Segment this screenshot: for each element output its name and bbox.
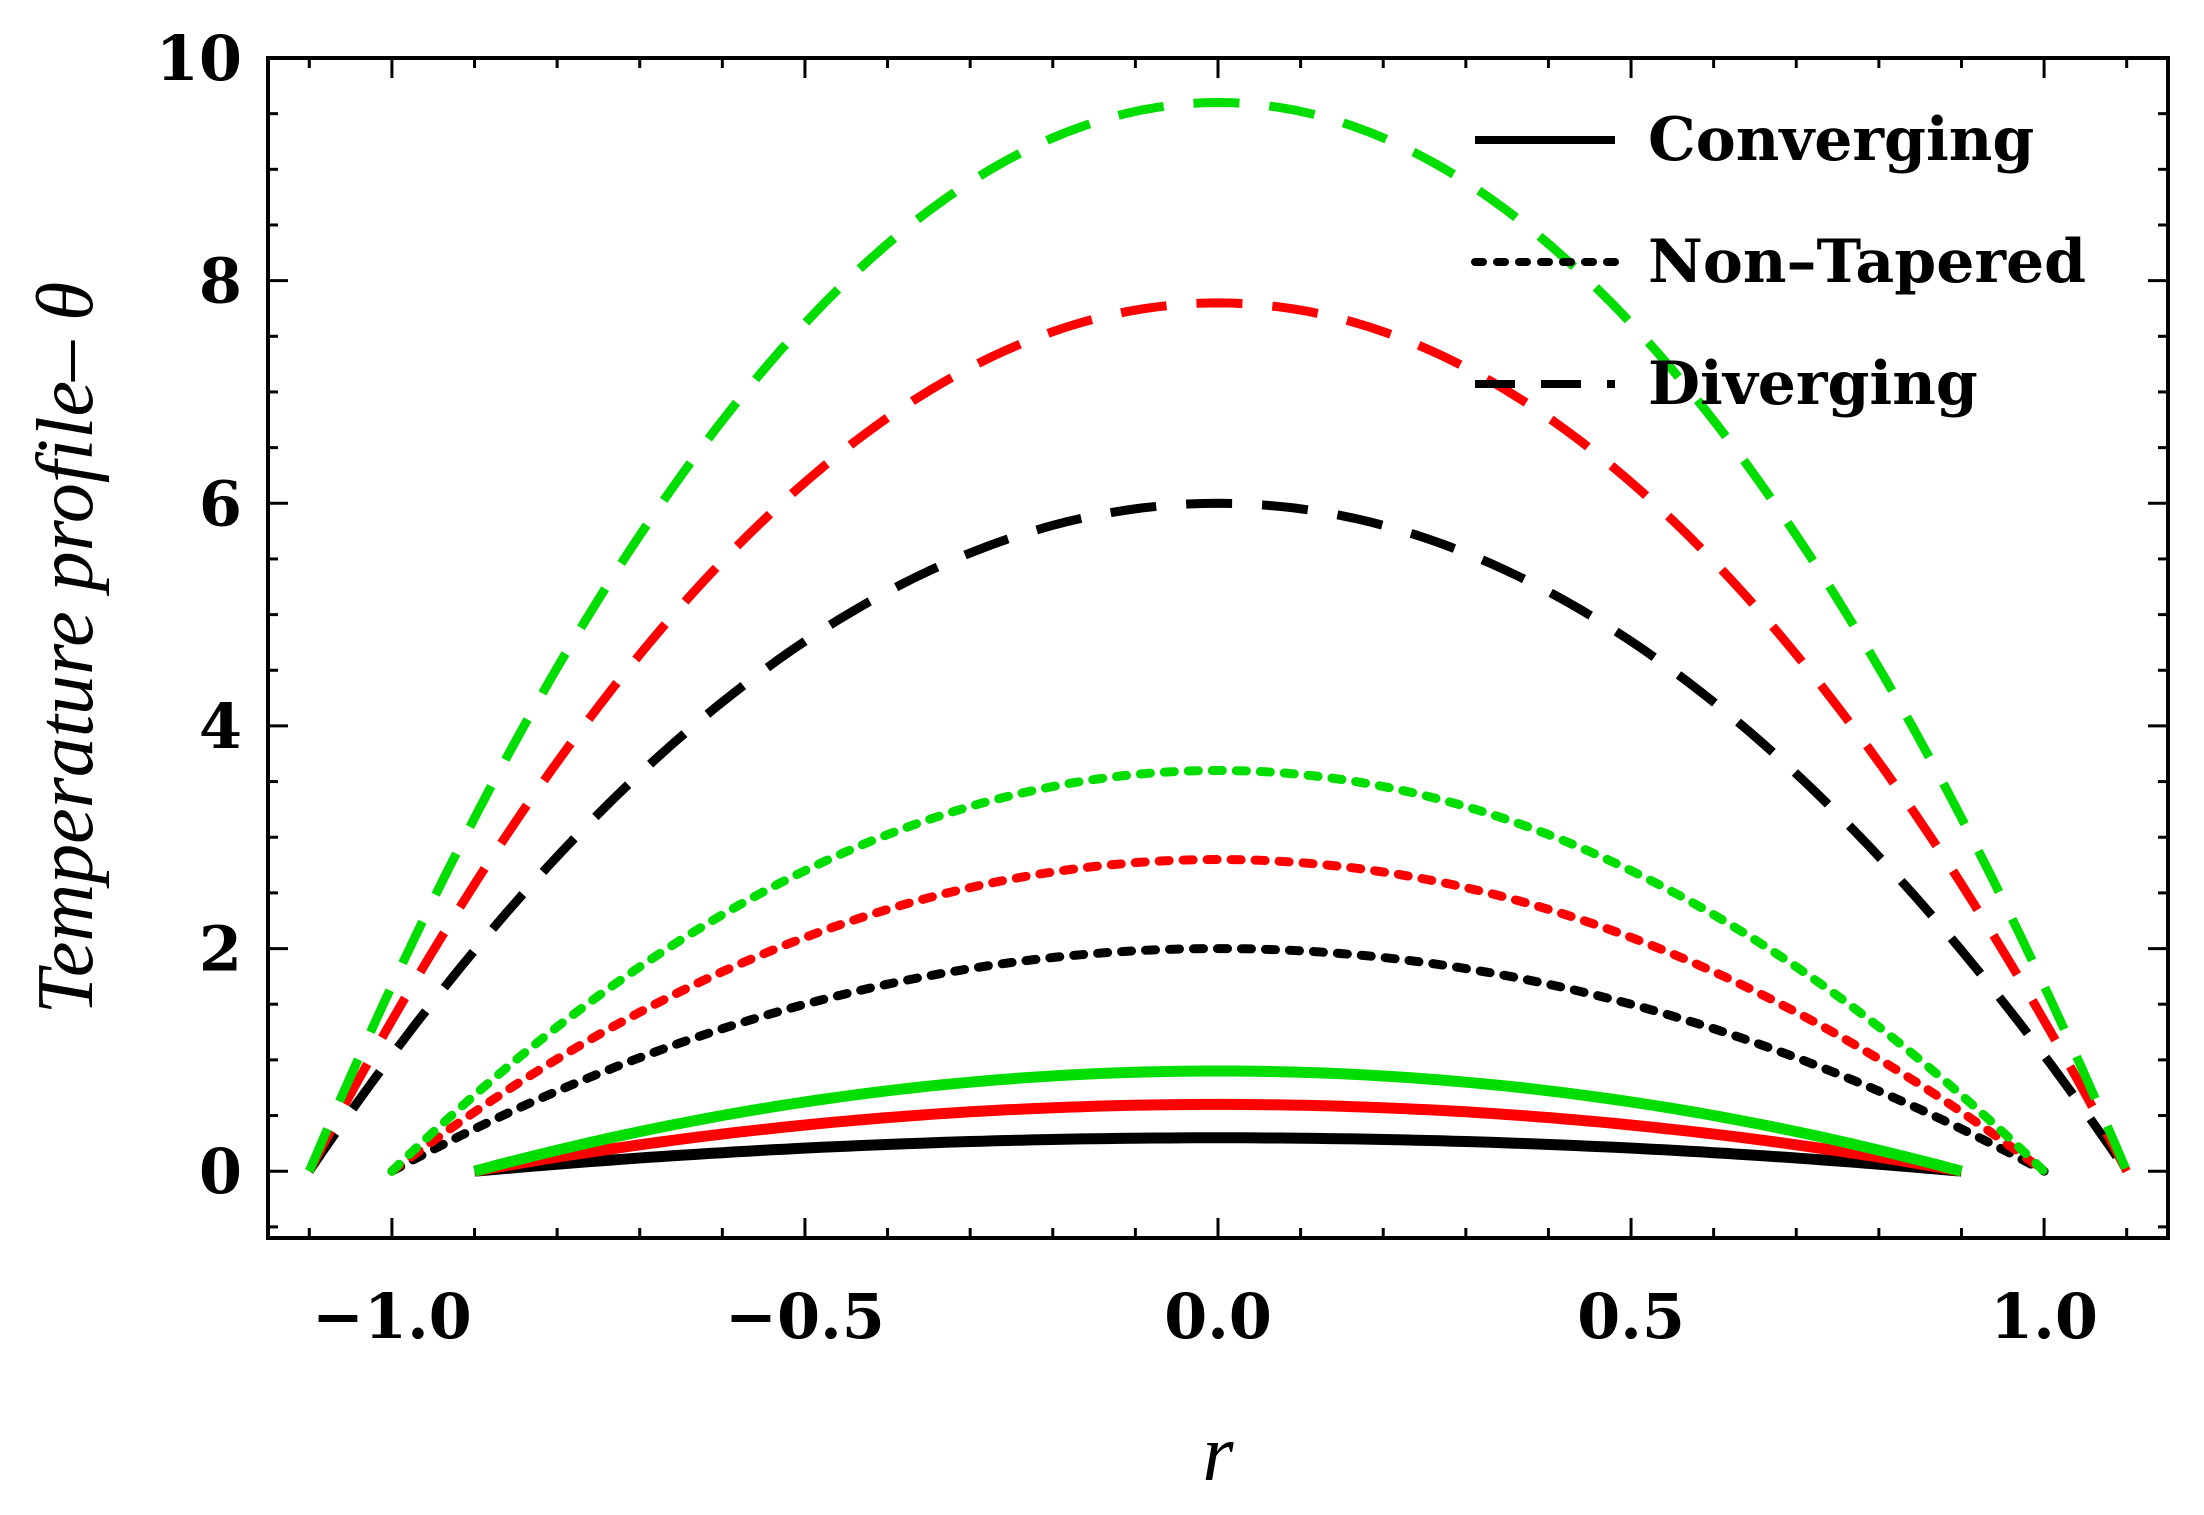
x-tick-label: −0.5 [725,1280,885,1353]
legend: Converging Non–Tapered Diverging [1471,105,2086,419]
y-tick-label: 10 [156,22,242,95]
axes-layer: −1.0 −0.5 0.0 0.5 1.0 0 2 4 6 8 10 [156,22,2168,1353]
series-line-4 [387,944,2049,1176]
series-line-3 [473,1065,1963,1177]
y-tick-label: 8 [199,245,242,318]
x-tick-label: 0.0 [1164,1280,1272,1353]
series-line-8 [305,298,2131,1174]
legend-label: Non–Tapered [1648,227,2086,297]
series-line-7 [305,498,2131,1174]
x-axis-title: r [1202,1410,1234,1498]
y-tick-label: 4 [199,690,242,763]
x-tick-label: 0.5 [1577,1280,1685,1353]
legend-label: Converging [1648,105,2034,175]
series-line-1 [474,1132,1962,1177]
legend-label: Diverging [1648,349,1978,419]
y-tick-label: 2 [199,913,242,986]
series-line-5 [387,854,2049,1176]
series-line-2 [473,1098,1963,1177]
x-tick-label: −1.0 [312,1280,472,1353]
y-tick-label: 6 [199,467,242,540]
series-line-6 [387,765,2049,1176]
series-line-9 [305,97,2131,1173]
y-tick-label: 0 [199,1135,242,1208]
series-layer [305,97,2131,1177]
x-tick-label: 1.0 [1990,1280,2098,1353]
y-axis-title: Temperature profile– θ [22,282,110,1015]
